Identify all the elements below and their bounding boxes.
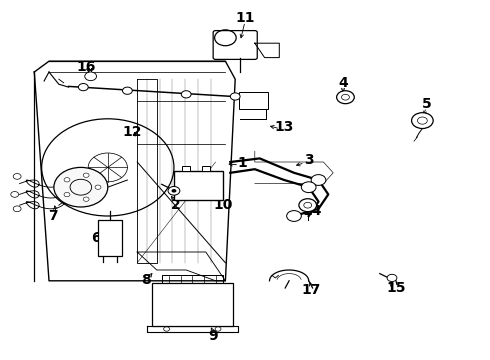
- Circle shape: [54, 167, 108, 207]
- Circle shape: [181, 91, 191, 98]
- Text: 10: 10: [213, 198, 233, 212]
- Circle shape: [301, 182, 316, 193]
- Text: 14: 14: [303, 204, 322, 217]
- Text: 2: 2: [171, 198, 180, 212]
- Circle shape: [412, 113, 433, 129]
- Text: 8: 8: [141, 273, 151, 287]
- Circle shape: [13, 206, 21, 212]
- Circle shape: [78, 84, 88, 91]
- Bar: [152, 283, 233, 326]
- FancyBboxPatch shape: [213, 31, 257, 59]
- FancyBboxPatch shape: [239, 92, 268, 109]
- Text: 11: 11: [235, 11, 255, 25]
- Circle shape: [13, 174, 21, 179]
- Text: 5: 5: [421, 98, 431, 111]
- Text: 16: 16: [76, 60, 96, 73]
- Circle shape: [299, 199, 317, 212]
- Bar: [174, 171, 223, 200]
- Text: 15: 15: [386, 281, 406, 295]
- Circle shape: [11, 192, 19, 197]
- Text: 7: 7: [48, 209, 58, 223]
- Circle shape: [83, 173, 89, 177]
- Circle shape: [64, 177, 70, 182]
- Text: 13: 13: [274, 120, 294, 134]
- Text: 1: 1: [238, 156, 247, 170]
- Text: 12: 12: [122, 126, 142, 139]
- Bar: [182, 166, 190, 171]
- Text: 17: 17: [301, 283, 321, 297]
- Text: 4: 4: [338, 76, 348, 90]
- Circle shape: [337, 91, 354, 104]
- Circle shape: [287, 211, 301, 221]
- Circle shape: [122, 87, 132, 94]
- Circle shape: [95, 185, 101, 189]
- Circle shape: [164, 327, 170, 331]
- Circle shape: [168, 186, 180, 195]
- Text: 6: 6: [91, 231, 100, 245]
- Circle shape: [85, 72, 97, 81]
- Bar: [202, 166, 210, 171]
- Circle shape: [172, 189, 176, 193]
- Circle shape: [311, 175, 326, 185]
- Circle shape: [215, 327, 221, 331]
- Circle shape: [64, 193, 70, 197]
- Circle shape: [83, 197, 89, 201]
- Circle shape: [387, 274, 397, 282]
- Text: 9: 9: [208, 329, 218, 342]
- Circle shape: [230, 93, 240, 100]
- Text: 3: 3: [304, 153, 314, 167]
- Bar: [98, 220, 122, 256]
